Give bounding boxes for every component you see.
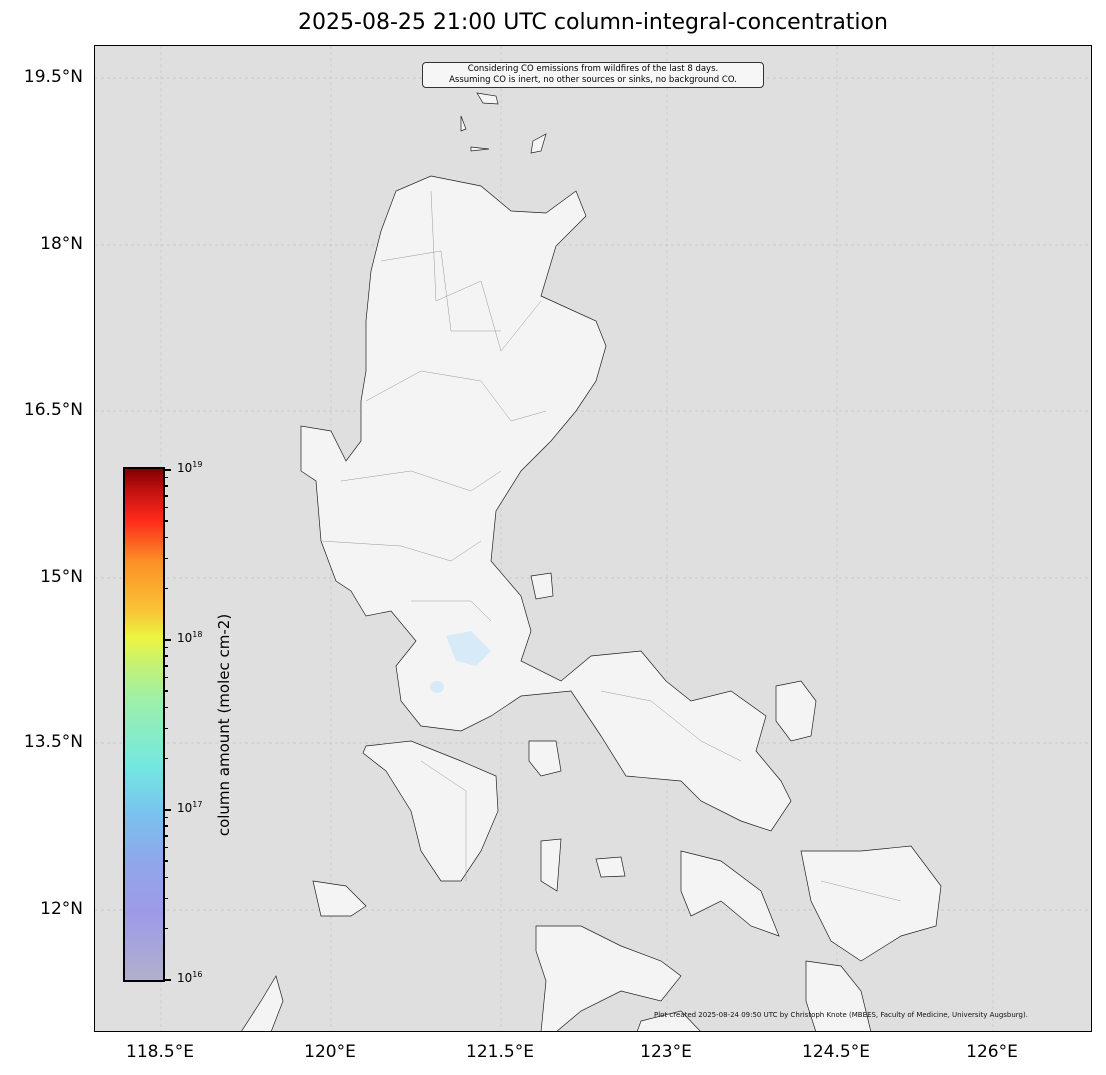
colorbar-tick [163, 587, 168, 590]
lon-tick-label: 118.5°E [126, 1042, 194, 1062]
colorbar-tick [163, 727, 168, 730]
lon-tick-label: 124.5°E [802, 1042, 870, 1062]
lon-tick-label: 121.5°E [466, 1042, 534, 1062]
credit-text: Plot created 2025-08-24 09:50 UTC by Chr… [654, 1011, 1028, 1019]
colorbar-tick [163, 979, 171, 981]
samar [800, 845, 942, 962]
lat-tick-label: 13.5°N [23, 732, 83, 752]
colorbar-tick [163, 495, 168, 497]
laguna-de-bay [446, 631, 491, 666]
marinduque [528, 740, 562, 777]
lat-tick-label: 16.5°N [23, 400, 83, 420]
lat-tick-label: 19.5°N [23, 67, 83, 87]
annotation-box: Considering CO emissions from wildfires … [422, 62, 764, 88]
lon-tick-label: 120°E [304, 1042, 356, 1062]
colorbar-tick [163, 536, 168, 539]
province-borders [320, 190, 902, 902]
palawan [241, 975, 284, 1031]
lat-tick-label: 12°N [40, 899, 83, 919]
luzon [300, 175, 792, 832]
mindoro [362, 740, 499, 882]
colorbar-tick [163, 639, 171, 641]
colorbar-tick [163, 469, 171, 471]
map-svg [95, 46, 1091, 1031]
lat-tick-label: 15°N [40, 567, 83, 587]
colorbar-tick [163, 476, 168, 479]
colorbar-tick [163, 816, 168, 819]
colorbar-tick [163, 557, 168, 560]
gridlines [95, 46, 1091, 1031]
colorbar-tick [163, 809, 171, 811]
colorbar-tick [163, 757, 168, 760]
colorbar-tick [163, 520, 168, 522]
colorbar-tick [163, 690, 168, 692]
lakes [430, 631, 491, 693]
lon-tick-label: 123°E [640, 1042, 692, 1062]
colorbar-tick [163, 860, 168, 862]
map-panel [94, 45, 1092, 1032]
babuyan-islands [460, 92, 547, 154]
colorbar-tick [163, 485, 168, 487]
colorbar-label: column amount (molec cm-2) [215, 613, 233, 837]
colorbar-tick [163, 876, 168, 879]
colorbar-tick-label: 1017 [177, 800, 203, 815]
colorbar [123, 467, 165, 982]
colorbar-tick [163, 846, 168, 849]
taal-lake [430, 681, 444, 693]
colorbar-tick [163, 655, 168, 657]
colorbar-tick [163, 825, 168, 827]
polillo [530, 572, 554, 600]
colorbar-tick-label: 1016 [177, 970, 203, 985]
colorbar-tick [163, 665, 168, 667]
negros [636, 1010, 701, 1031]
annotation-line-1: Considering CO emissions from wildfires … [467, 64, 719, 74]
busuanga [312, 880, 367, 917]
catanduanes [775, 680, 817, 742]
colorbar-tick [163, 927, 168, 930]
land [241, 92, 942, 1031]
colorbar-tick [163, 897, 168, 900]
lat-tick-label: 18°N [40, 234, 83, 254]
colorbar-tick-label: 1019 [177, 460, 203, 475]
masbate [680, 850, 780, 937]
annotation-line-2: Assuming CO is inert, no other sources o… [449, 75, 737, 85]
panay [535, 925, 682, 1031]
colorbar-tick-label: 1018 [177, 630, 203, 645]
colorbar-tick [163, 835, 168, 837]
colorbar-tick [163, 706, 168, 709]
leyte [805, 960, 872, 1031]
colorbar-tick [163, 646, 168, 649]
lon-tick-label: 126°E [966, 1042, 1018, 1062]
romblon-sibuyan [540, 838, 626, 892]
colorbar-tick [163, 506, 168, 509]
plot-title: 2025-08-25 21:00 UTC column-integral-con… [298, 10, 888, 35]
colorbar-tick [163, 676, 168, 679]
